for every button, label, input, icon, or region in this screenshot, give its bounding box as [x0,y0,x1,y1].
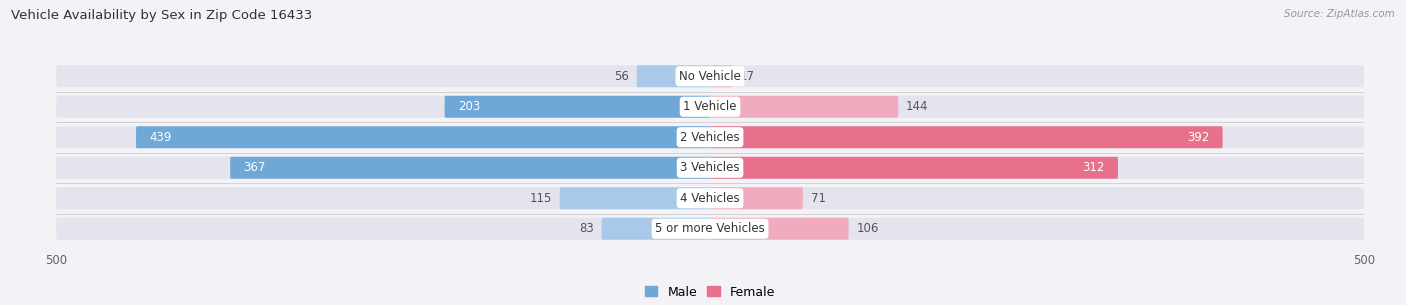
FancyBboxPatch shape [56,157,1364,179]
Text: 5 or more Vehicles: 5 or more Vehicles [655,222,765,235]
Text: 439: 439 [149,131,172,144]
Text: 115: 115 [530,192,551,205]
FancyBboxPatch shape [444,96,710,118]
Text: 1 Vehicle: 1 Vehicle [683,100,737,113]
Text: 203: 203 [458,100,479,113]
FancyBboxPatch shape [231,157,710,179]
FancyBboxPatch shape [710,157,1118,179]
Text: 56: 56 [614,70,628,83]
FancyBboxPatch shape [710,96,898,118]
Text: 312: 312 [1083,161,1105,174]
Text: 106: 106 [856,222,879,235]
Text: 17: 17 [740,70,755,83]
Text: 4 Vehicles: 4 Vehicles [681,192,740,205]
Text: 83: 83 [579,222,593,235]
FancyBboxPatch shape [56,96,1364,118]
Text: 367: 367 [243,161,266,174]
Text: 144: 144 [905,100,929,113]
FancyBboxPatch shape [56,187,1364,209]
FancyBboxPatch shape [136,126,710,148]
Text: 71: 71 [811,192,825,205]
Legend: Male, Female: Male, Female [645,285,775,299]
FancyBboxPatch shape [56,65,1364,87]
Text: 392: 392 [1187,131,1209,144]
Text: 2 Vehicles: 2 Vehicles [681,131,740,144]
FancyBboxPatch shape [710,65,733,87]
Text: Source: ZipAtlas.com: Source: ZipAtlas.com [1284,9,1395,19]
FancyBboxPatch shape [710,126,1223,148]
FancyBboxPatch shape [56,218,1364,240]
FancyBboxPatch shape [710,187,803,209]
Text: 3 Vehicles: 3 Vehicles [681,161,740,174]
Text: No Vehicle: No Vehicle [679,70,741,83]
Text: Vehicle Availability by Sex in Zip Code 16433: Vehicle Availability by Sex in Zip Code … [11,9,312,22]
FancyBboxPatch shape [710,218,849,240]
FancyBboxPatch shape [56,126,1364,148]
FancyBboxPatch shape [560,187,710,209]
FancyBboxPatch shape [602,218,710,240]
FancyBboxPatch shape [637,65,710,87]
